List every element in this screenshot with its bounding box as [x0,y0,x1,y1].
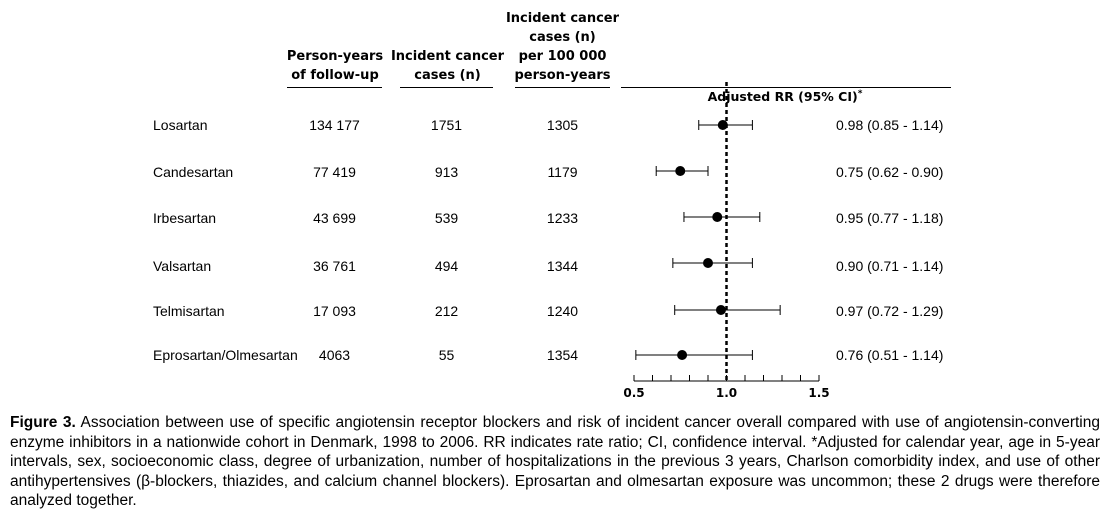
rate-value: 1179 [547,164,578,180]
point-estimate [717,120,728,130]
rate-value: 1305 [546,117,579,133]
rr-ci-text: 0.95 (0.77 - 1.18) [836,210,944,226]
person-years-value: 4063 [318,347,351,363]
header-person-years: Person-years of follow-up [286,49,384,83]
rate-value: 1354 [546,347,579,363]
table-row-eprosartan-olmesartan: Eprosartan/Olmesartan 4063 55 1354 0.76 … [0,347,1104,367]
header-adjusted-rr: Adjusted RR (95% CI)* [660,66,910,106]
cases-value: 539 [434,210,459,226]
table-row-irbesartan: Irbesartan 43 699 539 1233 0.95 (0.77 - … [0,210,1104,230]
drug-name: Irbesartan [153,210,217,226]
header-adjusted-rr-text: Adjusted RR (95% CI) [707,89,858,105]
x-tick-label: 1.5 [808,386,829,400]
cases-value: 913 [434,164,459,180]
header-rate-per-100000: Incident cancer cases (n) per 100 000 pe… [505,11,620,83]
person-years-value: 134 177 [309,117,360,133]
point-estimate [703,258,713,268]
forest-plot-figure: Person-years of follow-up Incident cance… [0,11,1104,400]
person-years-value: 43 699 [313,210,356,226]
rr-ci-text: 0.76 (0.51 - 1.14) [836,347,944,363]
rate-value: 1233 [546,210,579,226]
cases-value: 494 [434,258,459,274]
point-estimate [715,305,726,315]
caption-label: Figure 3. [10,414,76,431]
x-tick-label: 0.5 [623,386,644,400]
cases-value: 212 [434,303,459,319]
drug-name: Eprosartan/Olmesartan [153,347,298,363]
header-underline-rr [621,87,951,88]
table-row-valsartan: Valsartan 36 761 494 1344 0.90 (0.71 - 1… [0,258,1104,278]
table-row-telmisartan: Telmisartan 17 093 212 1240 0.97 (0.72 -… [0,303,1104,323]
rr-ci-text: 0.97 (0.72 - 1.29) [836,303,944,319]
point-estimate [677,350,688,360]
table-row-candesartan: Candesartan 77 419 913 1179 0.75 (0.62 -… [0,164,1104,184]
cases-value: 1751 [430,117,463,133]
header-incident-cases: Incident cancer cases (n) [390,49,505,83]
rr-ci-text: 0.75 (0.62 - 0.90) [836,164,944,180]
header-underline-cases [400,87,493,88]
table-row-losartan: Losartan 134 177 1751 1305 0.98 (0.85 - … [0,117,1104,137]
drug-name: Candesartan [153,164,234,180]
caption-text: Association between use of specific angi… [10,414,1100,509]
drug-name: Telmisartan [153,303,225,319]
header-underline-person-years [287,87,382,88]
person-years-value: 17 093 [313,303,356,319]
header-adjusted-rr-footnote-mark: * [857,89,863,99]
forest-plot-chart: 0.5 1.0 1.5 [623,82,830,400]
point-estimate [712,212,723,222]
drug-name: Losartan [153,117,208,133]
figure-caption: Figure 3. Association between use of spe… [10,413,1100,511]
header-underline-rate [515,87,610,88]
rr-ci-text: 0.90 (0.71 - 1.14) [836,258,944,274]
rate-value: 1344 [546,258,579,274]
rr-ci-text: 0.98 (0.85 - 1.14) [836,117,944,133]
point-estimate [675,166,686,176]
person-years-value: 77 419 [313,164,356,180]
person-years-value: 36 761 [313,258,356,274]
x-tick-label: 1.0 [716,386,737,400]
cases-value: 55 [438,347,455,363]
drug-name: Valsartan [153,258,212,274]
rate-value: 1240 [546,303,579,319]
